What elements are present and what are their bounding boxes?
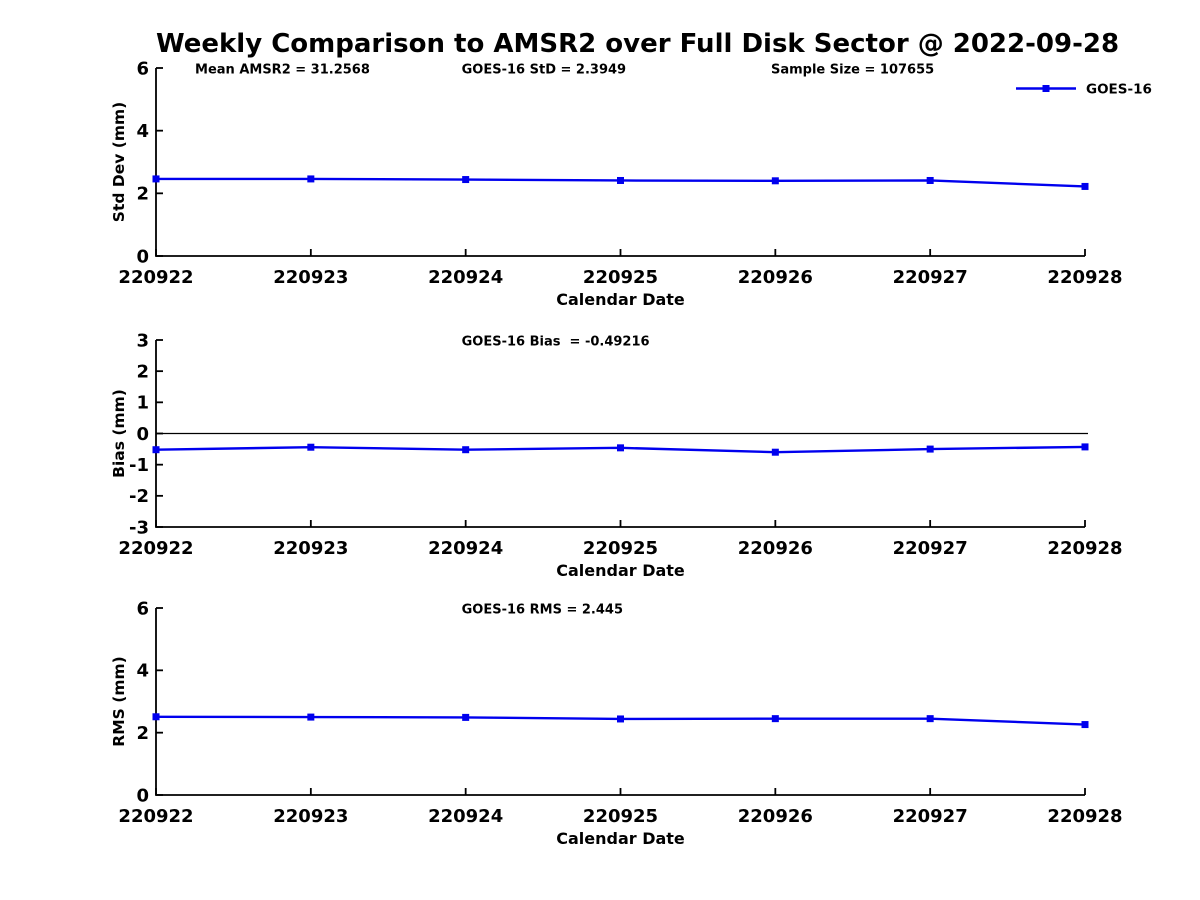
x-tick-label: 220925	[583, 538, 658, 559]
data-point-marker	[152, 446, 160, 454]
y-tick-label: 4	[136, 661, 149, 682]
data-point-marker	[307, 713, 315, 721]
data-point-marker	[1081, 721, 1089, 729]
axis-spines-std-dev	[155, 68, 1085, 257]
x-axis-label-std-dev: Calendar Date	[556, 290, 685, 309]
y-tick-label: 6	[136, 598, 149, 619]
y-tick-label: 1	[136, 393, 149, 414]
y-axis-label-rms: RMS (mm)	[110, 656, 128, 746]
data-point-marker	[1081, 443, 1089, 451]
x-tick-label: 220923	[273, 267, 348, 288]
legend-marker-icon	[1042, 85, 1050, 92]
subplot-std-dev: 0 2 4 6 220922 220923 220924 220925 220926 220927…	[110, 58, 1152, 309]
data-point-marker	[462, 176, 470, 184]
y-tick-label: 6	[136, 58, 149, 79]
data-point-marker	[462, 713, 470, 721]
data-point-marker	[152, 713, 160, 721]
data-point-marker	[1081, 182, 1089, 190]
y-tick-label: 4	[136, 121, 149, 142]
y-tick-label: 0	[136, 424, 149, 445]
x-axis-label-bias: Calendar Date	[556, 561, 685, 580]
x-tick-label: 220924	[428, 267, 503, 288]
x-tick-label: 220922	[118, 267, 193, 288]
data-point-marker	[926, 445, 934, 453]
y-axis-label-bias: Bias (mm)	[110, 389, 128, 478]
y-tick-label: 3	[136, 330, 149, 351]
data-point-marker	[617, 176, 624, 184]
x-tick-label: 220926	[738, 267, 813, 288]
data-point-marker	[307, 443, 315, 451]
x-tick-label: 220923	[273, 806, 348, 827]
x-tick-label: 220928	[1047, 267, 1122, 288]
data-point-marker	[152, 175, 160, 183]
x-tick-label: 220925	[583, 267, 658, 288]
stat-annotation: GOES-16 RMS = 2.445	[462, 603, 623, 618]
data-point-marker	[926, 176, 934, 184]
stat-annotation: Mean AMSR2 = 31.2568	[195, 63, 370, 78]
x-tick-label: 220926	[738, 538, 813, 559]
y-tick-label: -3	[129, 517, 149, 538]
subplot-bias: -3 -2 -1 0 1 2 3 220922 220923 220924 220925 220926…	[110, 330, 1123, 580]
x-tick-label: 220927	[893, 267, 968, 288]
x-tick-label: 220927	[893, 538, 968, 559]
chart-title: Weekly Comparison to AMSR2 over Full Dis…	[156, 29, 1120, 59]
data-point-marker	[926, 715, 934, 723]
y-axis-label-std-dev: Std Dev (mm)	[110, 102, 128, 222]
y-tick-label: 2	[136, 361, 149, 382]
x-tick-label: 220924	[428, 538, 503, 559]
subplot-rms: 0 2 4 6 220922 220923 220924 220925 220926 220927…	[110, 598, 1123, 848]
x-tick-label: 220926	[738, 806, 813, 827]
axis-spines-rms	[155, 608, 1085, 796]
x-tick-label: 220928	[1047, 538, 1122, 559]
y-tick-label: -2	[129, 486, 149, 507]
y-tick-label: 0	[136, 246, 149, 267]
data-point-marker	[771, 715, 779, 723]
x-tick-label: 220927	[893, 806, 968, 827]
stat-annotation: GOES-16 StD = 2.3949	[462, 63, 626, 78]
data-point-marker	[617, 715, 624, 723]
x-tick-label: 220924	[428, 806, 503, 827]
x-axis-label-rms: Calendar Date	[556, 829, 685, 848]
data-point-marker	[462, 446, 470, 454]
x-tick-label: 220922	[118, 538, 193, 559]
stat-annotation: GOES-16 Bias = -0.49216	[462, 335, 650, 350]
y-tick-label: 2	[136, 723, 149, 744]
legend-label: GOES-16	[1086, 82, 1152, 98]
x-tick-label: 220922	[118, 806, 193, 827]
data-point-marker	[307, 175, 315, 183]
x-tick-label: 220928	[1047, 806, 1122, 827]
data-point-marker	[771, 448, 779, 456]
stat-annotation: Sample Size = 107655	[771, 63, 934, 78]
data-point-marker	[771, 177, 779, 185]
x-tick-label: 220923	[273, 538, 348, 559]
y-tick-label: 2	[136, 184, 149, 205]
y-tick-label: -1	[129, 455, 149, 476]
data-point-marker	[617, 444, 624, 452]
x-tick-label: 220925	[583, 806, 658, 827]
y-tick-label: 0	[136, 785, 149, 806]
legend: GOES-16	[1016, 82, 1152, 98]
